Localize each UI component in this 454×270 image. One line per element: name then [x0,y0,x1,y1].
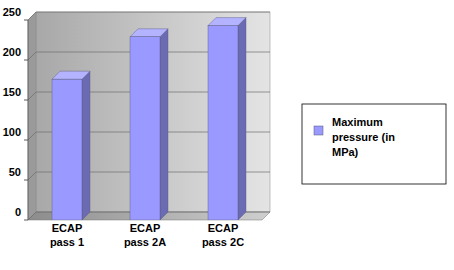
tick-mark [24,100,28,101]
label-line: ECAP [52,222,83,234]
y-tick-label: 0 [15,206,21,218]
bar-top [52,71,90,79]
bar-side [82,71,90,220]
chart: 050100150200250ECAPpass 1ECAPpass 2AECAP… [0,0,454,270]
legend-line: pressure (in [332,131,395,143]
label-line: pass 2A [124,236,166,248]
y-tick-label: 50 [9,166,21,178]
chart-root: 050100150200250ECAPpass 1ECAPpass 2AECAP… [0,0,454,270]
bar-top [208,18,246,26]
legend-box [302,104,446,184]
x-tick-label: ECAP pass 1 [50,222,84,248]
label-line: pass 1 [50,236,84,248]
y-tick-label: 150 [3,86,21,98]
legend-line: Maximum [332,116,383,128]
label-line: ECAP [130,222,161,234]
tick-mark [24,60,28,61]
legend-swatch [314,126,323,135]
y-tick-label: 250 [3,6,21,18]
y-axis-line [28,20,29,220]
bar [52,79,82,220]
x-tick-label: ECAP pass 2C [202,222,244,248]
tick-mark [24,140,28,141]
label-line: ECAP [208,222,239,234]
tick-mark [24,20,28,21]
bar-side [238,18,246,220]
bar [130,37,160,220]
y-tick-label: 200 [3,46,21,58]
bar-top [130,29,168,37]
bar-side [160,29,168,220]
legend-label: Maximum pressure (in MPa) [332,116,395,158]
x-tick-label: ECAP pass 2A [124,222,166,248]
tick-mark [24,180,28,181]
y-tick-label: 100 [3,126,21,138]
legend-line: MPa) [332,146,359,158]
label-line: pass 2C [202,236,244,248]
bar [208,26,238,220]
tick-mark [24,220,28,221]
bars [52,18,246,220]
side-wall [28,12,36,220]
